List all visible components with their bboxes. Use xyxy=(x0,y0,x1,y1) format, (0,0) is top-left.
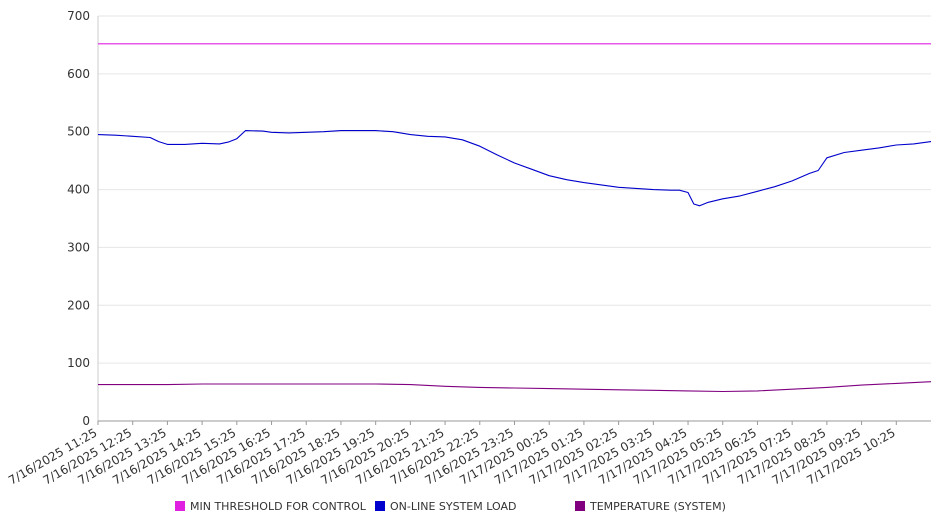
series-line-system-load xyxy=(97,130,932,207)
y-tick-label: 600 xyxy=(67,67,90,81)
legend-swatch-min-threshold xyxy=(175,501,185,511)
legend-swatch-temperature xyxy=(575,501,585,511)
axes xyxy=(97,16,931,425)
legend-swatch-system-load xyxy=(375,501,385,511)
y-tick-labels: 0 100 200 300 400 500 600 700 xyxy=(67,9,90,428)
legend-item-system-load[interactable]: ON-LINE SYSTEM LOAD xyxy=(375,498,516,514)
legend-item-min-threshold[interactable]: MIN THRESHOLD FOR CONTROL xyxy=(175,498,366,514)
x-tick-labels: 7/16/2025 11:257/16/2025 12:257/16/2025 … xyxy=(6,425,898,487)
legend-item-temperature[interactable]: TEMPERATURE (SYSTEM) xyxy=(575,498,726,514)
legend-label-temperature: TEMPERATURE (SYSTEM) xyxy=(590,499,726,513)
y-tick-label: 200 xyxy=(67,298,90,312)
gridlines xyxy=(98,15,931,422)
legend-label-min-threshold: MIN THRESHOLD FOR CONTROL xyxy=(190,499,366,513)
y-tick-label: 100 xyxy=(67,356,90,370)
y-tick-label: 500 xyxy=(67,125,90,139)
y-tick-label: 400 xyxy=(67,183,90,197)
y-tick-label: 300 xyxy=(67,240,90,254)
chart-legend: MIN THRESHOLD FOR CONTROL ON-LINE SYSTEM… xyxy=(0,498,946,514)
y-tick-label: 0 xyxy=(82,414,90,428)
series-lines xyxy=(97,43,932,393)
y-tick-label: 700 xyxy=(67,9,90,23)
legend-label-system-load: ON-LINE SYSTEM LOAD xyxy=(390,499,517,513)
series-line-temperature xyxy=(98,381,932,393)
